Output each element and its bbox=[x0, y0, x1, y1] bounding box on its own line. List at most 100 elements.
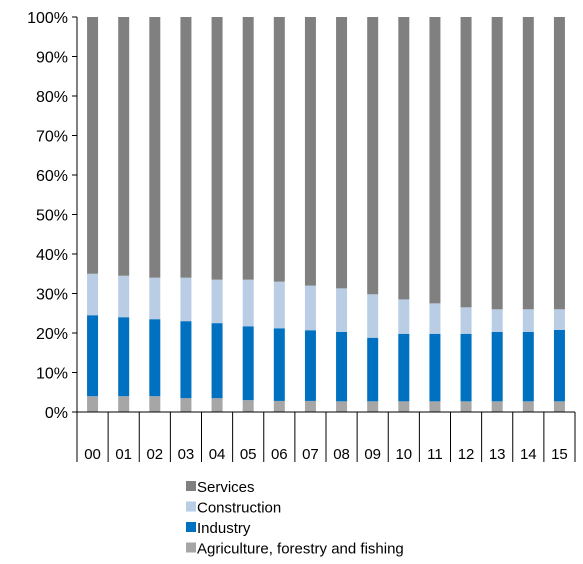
y-tick-label: 40% bbox=[36, 247, 68, 264]
x-tick-label: 03 bbox=[178, 446, 195, 463]
bar-agriculture-forestry-and-fishing-14 bbox=[522, 401, 534, 412]
x-tick-label: 11 bbox=[427, 446, 443, 463]
y-tick-label: 50% bbox=[36, 208, 68, 225]
bar-agriculture-forestry-and-fishing-04 bbox=[211, 398, 223, 412]
y-tick-label: 70% bbox=[36, 129, 68, 146]
bar-industry-10 bbox=[398, 333, 410, 402]
bar-services-01 bbox=[118, 17, 130, 276]
bar-services-02 bbox=[149, 17, 161, 278]
bar-construction-03 bbox=[180, 277, 192, 322]
bar-industry-08 bbox=[336, 331, 348, 402]
y-tick-label: 100% bbox=[27, 10, 68, 27]
bar-construction-05 bbox=[242, 279, 254, 327]
legend-swatch bbox=[186, 542, 196, 553]
bar-agriculture-forestry-and-fishing-00 bbox=[87, 396, 99, 412]
x-tick-label: 04 bbox=[209, 446, 226, 463]
x-tick-label: 09 bbox=[364, 446, 381, 463]
x-tick-label: 02 bbox=[146, 446, 163, 463]
bar-industry-04 bbox=[211, 323, 223, 399]
bar-services-13 bbox=[491, 17, 503, 310]
bar-construction-11 bbox=[429, 303, 441, 334]
bar-agriculture-forestry-and-fishing-09 bbox=[367, 401, 379, 412]
bar-industry-03 bbox=[180, 321, 192, 399]
legend-swatch bbox=[186, 481, 196, 491]
bar-construction-13 bbox=[491, 309, 503, 332]
x-tick-label: 07 bbox=[302, 446, 319, 463]
bar-services-10 bbox=[398, 17, 410, 300]
x-tick-label: 15 bbox=[551, 446, 568, 463]
bar-construction-01 bbox=[118, 275, 130, 318]
x-tick-label: 08 bbox=[333, 446, 350, 463]
bar-services-00 bbox=[87, 17, 99, 274]
bar-agriculture-forestry-and-fishing-15 bbox=[553, 401, 565, 412]
x-tick-label: 13 bbox=[489, 446, 506, 463]
y-tick-label: 0% bbox=[45, 405, 68, 422]
bar-services-03 bbox=[180, 17, 192, 278]
bar-construction-00 bbox=[87, 273, 99, 316]
bar-agriculture-forestry-and-fishing-11 bbox=[429, 401, 441, 412]
x-tick-label: 06 bbox=[271, 446, 288, 463]
bar-industry-02 bbox=[149, 319, 161, 397]
bar-construction-08 bbox=[336, 288, 348, 332]
bar-construction-14 bbox=[522, 309, 534, 332]
x-tick-label: 12 bbox=[458, 446, 475, 463]
bar-construction-12 bbox=[460, 307, 472, 334]
bar-agriculture-forestry-and-fishing-02 bbox=[149, 396, 161, 412]
bar-construction-04 bbox=[211, 279, 223, 324]
bar-industry-00 bbox=[87, 315, 99, 397]
y-tick-label: 80% bbox=[36, 89, 68, 106]
legend-label: Construction bbox=[197, 500, 281, 517]
legend-swatch bbox=[186, 501, 196, 512]
y-tick-label: 20% bbox=[36, 326, 68, 343]
bar-industry-07 bbox=[304, 330, 316, 401]
x-tick-label: 05 bbox=[240, 446, 257, 463]
bar-industry-14 bbox=[522, 331, 534, 402]
bar-construction-06 bbox=[273, 281, 285, 329]
bar-construction-15 bbox=[553, 309, 565, 330]
bar-construction-07 bbox=[304, 285, 316, 331]
x-tick-label: 14 bbox=[520, 446, 537, 463]
bar-industry-11 bbox=[429, 333, 441, 402]
bar-services-14 bbox=[522, 17, 534, 310]
bar-agriculture-forestry-and-fishing-05 bbox=[242, 400, 254, 412]
bar-agriculture-forestry-and-fishing-07 bbox=[304, 400, 316, 412]
bar-agriculture-forestry-and-fishing-03 bbox=[180, 398, 192, 412]
bar-services-09 bbox=[367, 17, 379, 295]
y-tick-label: 30% bbox=[36, 287, 68, 304]
bar-services-15 bbox=[553, 17, 565, 310]
bar-construction-02 bbox=[149, 277, 161, 320]
y-tick-label: 60% bbox=[36, 168, 68, 185]
bar-industry-15 bbox=[553, 329, 565, 402]
x-tick-label: 00 bbox=[84, 446, 101, 463]
bar-industry-12 bbox=[460, 333, 472, 402]
legend-label: Agriculture, forestry and fishing bbox=[197, 541, 404, 558]
bar-agriculture-forestry-and-fishing-12 bbox=[460, 401, 472, 412]
bar-construction-09 bbox=[367, 294, 379, 338]
bar-industry-09 bbox=[367, 337, 379, 402]
x-tick-label: 10 bbox=[395, 446, 412, 463]
bar-services-08 bbox=[336, 17, 348, 289]
legend-swatch bbox=[186, 522, 196, 532]
legend-label: Industry bbox=[197, 520, 251, 537]
legend: Services Construction Industry Agriculture,… bbox=[186, 479, 404, 558]
x-tick-label: 01 bbox=[115, 446, 132, 463]
bar-industry-05 bbox=[242, 326, 254, 401]
bar-services-07 bbox=[304, 17, 316, 286]
bar-agriculture-forestry-and-fishing-10 bbox=[398, 401, 410, 412]
y-tick-label: 90% bbox=[36, 50, 68, 67]
bar-industry-01 bbox=[118, 317, 130, 397]
plot-area bbox=[87, 17, 565, 412]
legend-label: Services bbox=[197, 479, 255, 496]
bar-services-12 bbox=[460, 17, 472, 308]
bar-agriculture-forestry-and-fishing-08 bbox=[336, 401, 348, 412]
y-tick-label: 10% bbox=[36, 366, 68, 383]
bar-services-04 bbox=[211, 17, 223, 280]
axes: 0% 10% 20% 30% 40% 50% 60% 70% 80% 90% 100% 00 01 02 0… bbox=[27, 10, 576, 463]
bar-services-06 bbox=[273, 17, 285, 282]
bar-services-05 bbox=[242, 17, 254, 280]
bar-industry-13 bbox=[491, 331, 503, 402]
bar-agriculture-forestry-and-fishing-01 bbox=[118, 396, 130, 412]
bar-agriculture-forestry-and-fishing-13 bbox=[491, 401, 503, 412]
